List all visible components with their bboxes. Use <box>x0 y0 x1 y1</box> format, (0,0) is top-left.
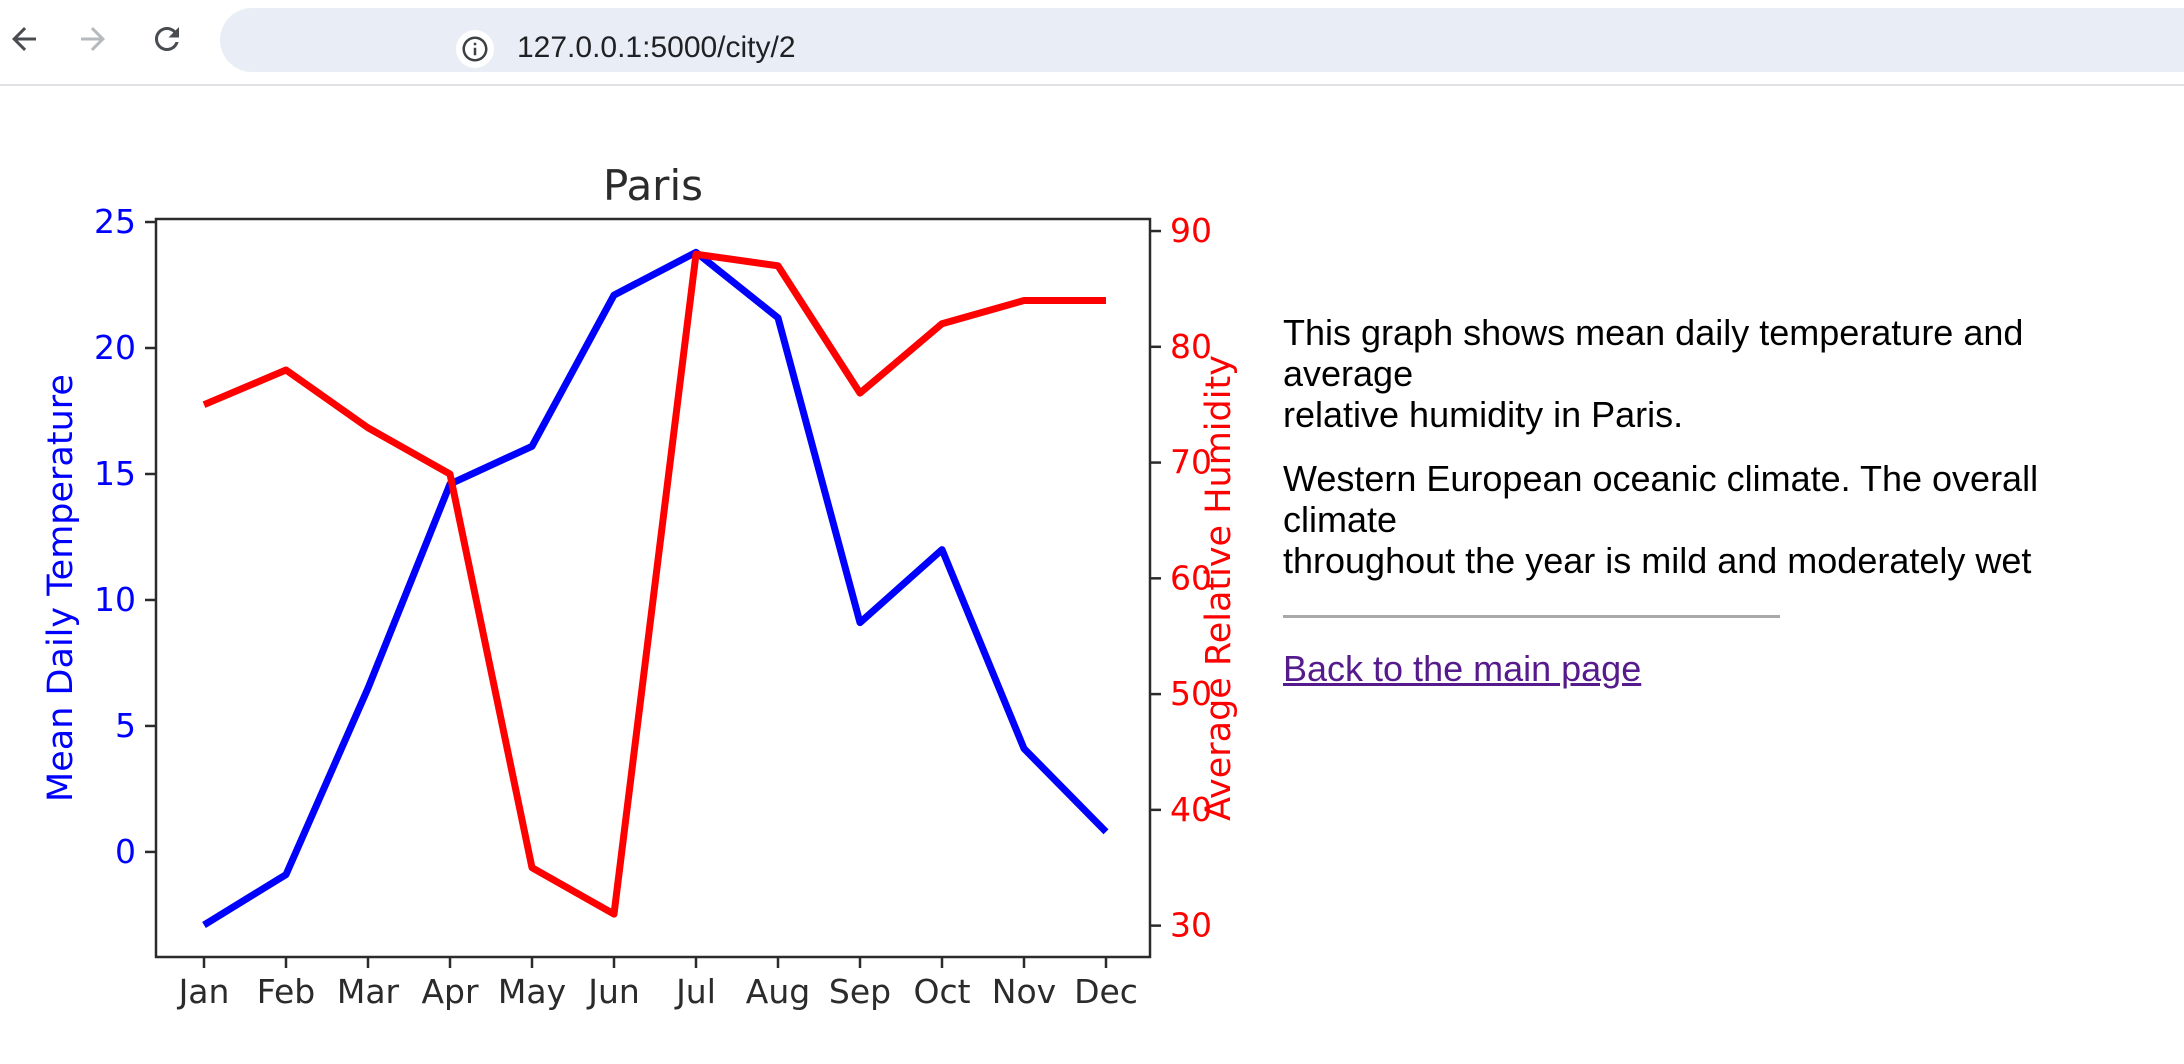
reload-button[interactable] <box>149 21 185 57</box>
svg-text:Apr: Apr <box>421 972 479 1011</box>
site-info-icon[interactable] <box>460 34 490 69</box>
back-to-main-page-link[interactable]: Back to the main page <box>1283 648 1642 689</box>
climate-chart-figure: Paris 0 5 10 15 20 25 Mean Daily Temperature 30 4… <box>41 161 1239 1011</box>
description-paragraph-1: This graph shows mean daily temperature … <box>1283 312 2024 435</box>
forward-button[interactable] <box>75 21 111 57</box>
svg-text:60: 60 <box>1170 558 1212 597</box>
svg-text:Jun: Jun <box>586 972 640 1011</box>
svg-text:May: May <box>498 972 566 1011</box>
plot-frame <box>154 217 1152 959</box>
description-column: This graph shows mean daily temperature … <box>1283 312 2143 689</box>
svg-text:Jul: Jul <box>674 972 716 1011</box>
svg-text:0: 0 <box>115 832 136 871</box>
svg-text:Nov: Nov <box>992 972 1056 1011</box>
reload-icon <box>154 27 179 51</box>
description-paragraph-2: Western European oceanic climate. The ov… <box>1283 458 2039 581</box>
x-axis: Jan Feb Mar Apr May Jun Jul Aug Sep Oct Nov Dec <box>177 957 1138 1011</box>
humidity-line <box>202 250 1106 918</box>
svg-text:50: 50 <box>1170 674 1212 713</box>
svg-text:Paris: Paris <box>603 161 703 210</box>
forward-arrow-icon <box>81 27 105 51</box>
svg-text:15: 15 <box>94 454 136 493</box>
svg-text:80: 80 <box>1170 327 1212 366</box>
svg-text:Feb: Feb <box>257 972 315 1011</box>
url-text: 127.0.0.1:5000/city/2 <box>517 31 796 64</box>
svg-text:Mean Daily Temperature: Mean Daily Temperature <box>41 374 81 802</box>
temperature-line <box>202 248 1109 928</box>
address-bar[interactable]: 127.0.0.1:5000/city/2 <box>220 8 2184 72</box>
back-button[interactable] <box>6 21 42 57</box>
browser-toolbar: 127.0.0.1:5000/city/2 <box>0 0 2184 86</box>
svg-text:90: 90 <box>1170 211 1212 250</box>
back-arrow-icon <box>12 27 36 51</box>
left-axis-label: Mean Daily Temperature <box>41 374 81 802</box>
svg-text:40: 40 <box>1170 790 1212 829</box>
svg-text:Aug: Aug <box>746 972 810 1011</box>
svg-text:Oct: Oct <box>913 972 970 1011</box>
svg-text:Sep: Sep <box>829 972 891 1011</box>
right-axis-label: Average Relative Humidity <box>1199 355 1239 821</box>
svg-text:70: 70 <box>1170 443 1212 482</box>
svg-text:30: 30 <box>1170 906 1212 945</box>
svg-text:20: 20 <box>94 328 136 367</box>
divider <box>1283 615 1780 618</box>
left-axis: 0 5 10 15 20 25 <box>94 202 156 871</box>
svg-text:Mar: Mar <box>337 972 400 1011</box>
svg-text:Average Relative Humidity: Average Relative Humidity <box>1199 355 1239 821</box>
svg-text:25: 25 <box>94 202 136 241</box>
right-axis: 30 40 50 60 70 80 90 <box>1150 211 1212 945</box>
svg-text:10: 10 <box>94 580 136 619</box>
svg-text:Dec: Dec <box>1074 972 1138 1011</box>
chart-title: Paris <box>603 161 703 210</box>
svg-text:Jan: Jan <box>177 972 230 1011</box>
svg-text:5: 5 <box>115 706 136 745</box>
